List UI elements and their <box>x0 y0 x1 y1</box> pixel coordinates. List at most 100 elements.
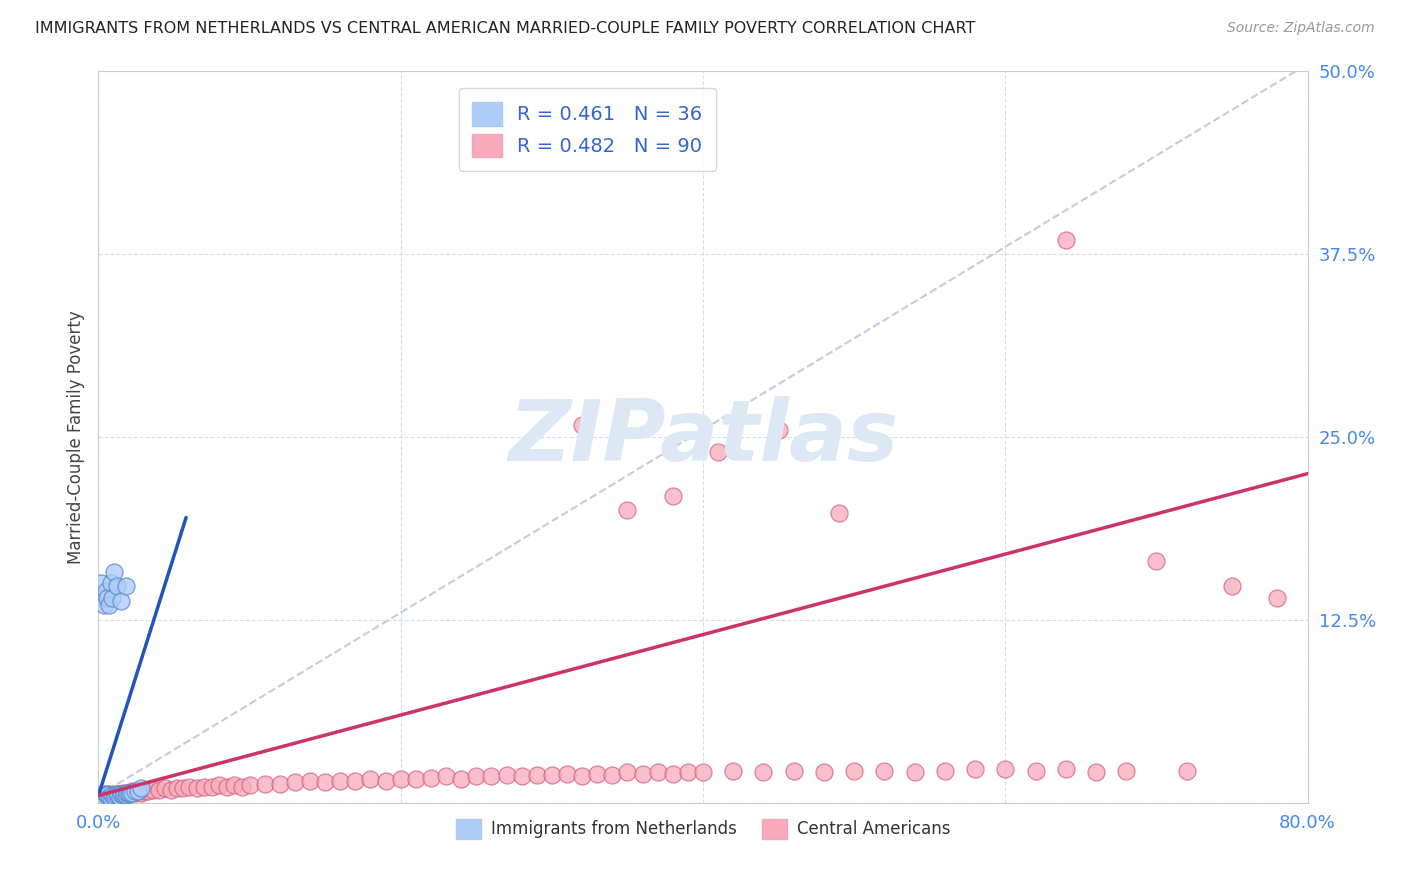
Point <box>103 565 125 579</box>
Point <box>555 766 578 780</box>
Point <box>112 787 135 801</box>
Point <box>101 789 124 804</box>
Point <box>723 764 745 778</box>
Point <box>828 506 851 520</box>
Point <box>101 591 124 605</box>
Point <box>752 765 775 780</box>
Point <box>374 773 396 788</box>
Point <box>96 591 118 605</box>
Point <box>114 579 136 593</box>
Point <box>108 789 131 804</box>
Point <box>93 789 115 804</box>
Point <box>108 787 131 801</box>
Point <box>98 789 121 804</box>
Point <box>94 787 117 801</box>
Point <box>647 765 669 780</box>
Point <box>661 766 683 780</box>
Point <box>90 789 112 803</box>
Point <box>91 789 114 804</box>
Point <box>571 769 593 783</box>
Point <box>120 786 142 800</box>
Point <box>873 764 896 778</box>
Point <box>153 781 176 796</box>
Point <box>965 762 987 776</box>
Point <box>127 784 149 798</box>
Point <box>105 787 128 801</box>
Point <box>115 786 138 800</box>
Point <box>1054 762 1077 776</box>
Point <box>360 772 382 787</box>
Point <box>465 769 488 783</box>
Point <box>934 764 956 778</box>
Point <box>692 765 714 780</box>
Point <box>111 786 134 800</box>
Point <box>94 789 117 803</box>
Point <box>110 594 132 608</box>
Text: IMMIGRANTS FROM NETHERLANDS VS CENTRAL AMERICAN MARRIED-COUPLE FAMILY POVERTY CO: IMMIGRANTS FROM NETHERLANDS VS CENTRAL A… <box>35 21 976 36</box>
Point <box>405 772 427 787</box>
Point <box>100 791 122 805</box>
Point <box>91 787 114 801</box>
Point <box>344 773 367 788</box>
Point <box>676 765 699 780</box>
Point <box>96 789 118 803</box>
Point <box>118 787 141 801</box>
Point <box>783 764 806 778</box>
Point <box>148 782 170 797</box>
Point <box>105 579 128 593</box>
Point <box>124 786 146 800</box>
Point <box>616 765 638 780</box>
Point <box>389 772 412 787</box>
Point <box>114 789 136 803</box>
Point <box>118 786 141 800</box>
Point <box>90 576 112 591</box>
Point <box>100 576 122 591</box>
Text: Source: ZipAtlas.com: Source: ZipAtlas.com <box>1227 21 1375 35</box>
Point <box>103 789 125 804</box>
Point <box>114 786 136 800</box>
Point <box>101 789 124 803</box>
Point <box>1115 764 1137 778</box>
Point <box>103 789 125 803</box>
Point <box>526 768 548 782</box>
Point <box>93 791 115 805</box>
Point <box>586 766 609 780</box>
Point <box>495 768 517 782</box>
Point <box>844 764 866 778</box>
Point <box>661 489 683 503</box>
Point <box>1024 764 1046 778</box>
Point <box>110 787 132 801</box>
Point <box>90 789 112 803</box>
Point <box>121 786 143 800</box>
Point <box>107 789 129 803</box>
Point <box>121 784 143 798</box>
Point <box>208 778 231 792</box>
Point <box>540 768 562 782</box>
Point <box>420 771 443 785</box>
Point <box>124 784 146 798</box>
Point <box>179 780 201 794</box>
Point <box>269 777 291 791</box>
Point <box>602 768 624 782</box>
Point <box>631 766 654 780</box>
Point <box>127 784 149 798</box>
Point <box>193 780 215 794</box>
Point <box>450 772 472 787</box>
Point <box>231 780 253 794</box>
Point <box>166 781 188 796</box>
Point <box>434 769 457 783</box>
Point <box>1267 591 1289 605</box>
Point <box>253 777 276 791</box>
Point <box>707 444 730 458</box>
Text: ZIPatlas: ZIPatlas <box>508 395 898 479</box>
Point <box>186 781 208 796</box>
Point <box>94 583 117 598</box>
Point <box>1144 554 1167 568</box>
Point <box>215 780 238 794</box>
Point <box>93 599 115 613</box>
Point <box>329 773 352 788</box>
Point <box>1085 765 1108 780</box>
Point <box>571 418 593 433</box>
Point <box>314 775 336 789</box>
Point <box>239 778 262 792</box>
